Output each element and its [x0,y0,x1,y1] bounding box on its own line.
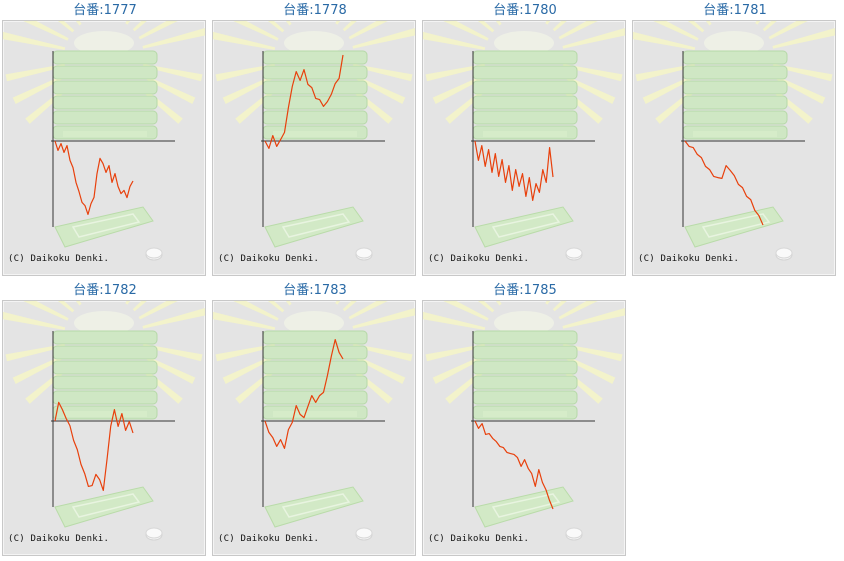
graph-frame: (C) Daikoku Denki. [212,20,416,276]
watermark-background [633,21,835,261]
watermark-background [3,21,205,261]
machine-number-link[interactable]: 台番:1783 [283,283,347,298]
slump-graph [3,21,205,261]
copyright-label: (C) Daikoku Denki. [428,534,530,544]
slump-trace [264,338,344,449]
slump-graph [423,21,625,261]
machine-number-link[interactable]: 台番:1780 [493,3,557,18]
slump-trace [264,54,344,150]
slump-trace [54,140,134,215]
copyright-label: (C) Daikoku Denki. [428,254,530,264]
watermark-background [3,301,205,541]
graph-frame: (C) Daikoku Denki. [212,300,416,556]
graph-frame: (C) Daikoku Denki. [2,300,206,556]
watermark-background [423,21,625,261]
copyright-label: (C) Daikoku Denki. [218,254,320,264]
slump-trace [54,401,134,491]
machine-number-link[interactable]: 台番:1785 [493,283,557,298]
machine-number-link[interactable]: 台番:1782 [73,283,137,298]
graph-frame: (C) Daikoku Denki. [422,300,626,556]
copyright-label: (C) Daikoku Denki. [8,254,110,264]
copyright-label: (C) Daikoku Denki. [638,254,740,264]
graph-frame: (C) Daikoku Denki. [422,20,626,276]
copyright-label: (C) Daikoku Denki. [218,534,320,544]
slump-graph [3,301,205,541]
watermark-background [213,301,415,541]
slump-graph [633,21,835,261]
slump-graph [213,21,415,261]
slump-graph [213,301,415,541]
graph-frame: (C) Daikoku Denki. [2,20,206,276]
slump-trace [474,420,554,510]
watermark-background [213,21,415,261]
slump-trace [474,140,554,201]
machine-number-link[interactable]: 台番:1777 [73,3,137,18]
watermark-background [423,301,625,541]
graph-frame: (C) Daikoku Denki. [632,20,836,276]
machine-number-link[interactable]: 台番:1781 [703,3,767,18]
copyright-label: (C) Daikoku Denki. [8,534,110,544]
machine-number-link[interactable]: 台番:1778 [283,3,347,18]
slump-graph [423,301,625,541]
slump-trace [684,140,764,226]
